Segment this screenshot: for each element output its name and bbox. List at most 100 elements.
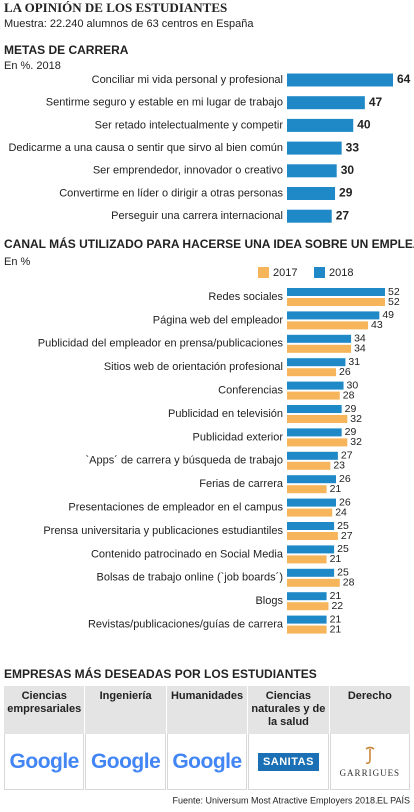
chart-subtitle: En %. 2018	[4, 60, 61, 72]
bar	[287, 438, 348, 447]
logo-symbol	[365, 746, 375, 764]
value-label: 32	[350, 413, 362, 425]
bar	[287, 522, 335, 530]
logo: GARRIGUES	[339, 767, 401, 778]
bar	[287, 405, 342, 413]
value-label: 25	[337, 543, 349, 555]
logo-cell: Google	[85, 734, 166, 790]
column-header: Derecho	[329, 686, 411, 734]
bar	[287, 321, 369, 330]
companies-table: Ciencias empresariales Google Ingeniería…	[4, 686, 411, 790]
bar	[287, 461, 331, 470]
column: Humanidades Google	[165, 686, 248, 790]
bar	[287, 625, 327, 634]
bar	[287, 209, 332, 223]
category-label: Sitios web de orientación profesional	[104, 361, 283, 373]
value-label: 34	[354, 343, 366, 355]
bar	[287, 602, 329, 611]
value-label: 21	[330, 590, 342, 602]
bar	[287, 187, 336, 200]
bar	[287, 498, 336, 507]
bar	[287, 164, 337, 178]
value-label: 27	[341, 450, 353, 462]
bar	[287, 288, 385, 296]
value-label: 33	[346, 140, 360, 154]
legend-label: 2018	[329, 267, 353, 279]
page-title: LA OPINIÓN DE LOS ESTUDIANTES	[4, 0, 227, 15]
bar	[287, 615, 327, 624]
bar	[287, 73, 393, 87]
value-label: 23	[333, 460, 345, 472]
logo: Google	[172, 749, 242, 773]
category-label: Sentirme seguro y estable en mi lugar de…	[46, 97, 283, 109]
value-label: 25	[337, 520, 349, 532]
page-subtitle: Muestra: 22.240 alumnos de 63 centros en…	[4, 18, 254, 30]
value-label: 30	[347, 379, 359, 391]
value-label: 40	[357, 118, 371, 132]
logo-cell: Google	[166, 734, 248, 790]
value-label: 30	[341, 163, 355, 177]
bar	[287, 118, 354, 132]
bar	[287, 475, 336, 484]
logo-cell: SANITAS	[248, 734, 329, 790]
bar	[287, 568, 335, 577]
column: Ciencias naturales y de la salud SANITAS	[247, 686, 329, 790]
value-label: 27	[341, 530, 353, 542]
value-label: 47	[369, 95, 383, 109]
category-label: Perseguir una carrera internacional	[111, 210, 283, 222]
bar	[287, 532, 338, 540]
category-label: Convertirme en líder o dirigir a otras p…	[59, 187, 283, 199]
category-label: Publicidad del empleador en prensa/publi…	[38, 338, 284, 350]
value-label: 28	[343, 389, 355, 401]
logo: SANITAS	[257, 752, 319, 771]
value-label: 26	[339, 473, 351, 485]
value-label: 21	[330, 483, 342, 495]
category-label: Ser emprendedor, innovador o creativo	[93, 165, 283, 177]
value-label: 21	[330, 613, 342, 625]
column-header: Humanidades	[166, 686, 248, 734]
bar	[287, 141, 342, 155]
value-label: 43	[371, 319, 383, 331]
column: Ingeniería Google	[84, 686, 166, 790]
value-label: 28	[343, 577, 355, 589]
value-label: 32	[350, 436, 362, 448]
value-label: 24	[335, 506, 347, 518]
bar	[287, 391, 340, 400]
category-label: Dedicarme a una causa o sentir que sirvo…	[8, 142, 283, 154]
category-label: Blogs	[255, 595, 283, 607]
value-label: 49	[382, 309, 394, 321]
bar	[287, 555, 327, 564]
value-label: 25	[337, 567, 349, 579]
bar	[287, 334, 352, 343]
source: Fuente: Universum Most Atractive Employe…	[172, 795, 377, 805]
category-label: Contenido patrocinado en Social Media	[91, 548, 284, 560]
bar	[287, 381, 344, 390]
category-label: Ferias de carrera	[199, 478, 284, 490]
value-label: 31	[348, 356, 360, 368]
value-label: 21	[330, 553, 342, 565]
category-label: Bolsas de trabajo online (`job boards´)	[97, 572, 284, 584]
column: Derecho GARRIGUES	[328, 686, 411, 790]
bar	[287, 451, 338, 460]
bar	[287, 545, 335, 554]
category-label: Publicidad en televisión	[168, 408, 283, 420]
logo: Google	[9, 749, 80, 773]
logo-cell: GARRIGUES	[329, 734, 411, 790]
bar	[287, 485, 327, 494]
legend-label: 2017	[273, 267, 297, 279]
logo: Google	[90, 749, 161, 773]
value-label: 26	[339, 496, 351, 508]
bar	[287, 298, 385, 306]
value-label: 29	[345, 403, 357, 415]
category-label: Redes sociales	[208, 291, 283, 303]
bar	[287, 415, 348, 423]
bar	[287, 428, 342, 437]
legend-swatch	[314, 267, 325, 278]
value-label: 26	[339, 366, 351, 378]
logo-cell: Google	[4, 734, 85, 790]
category-label: Página web del empleador	[153, 314, 284, 326]
legend-swatch	[258, 267, 269, 278]
column-header: Ingeniería	[85, 686, 166, 734]
brand: EL PAÍS	[377, 795, 410, 805]
